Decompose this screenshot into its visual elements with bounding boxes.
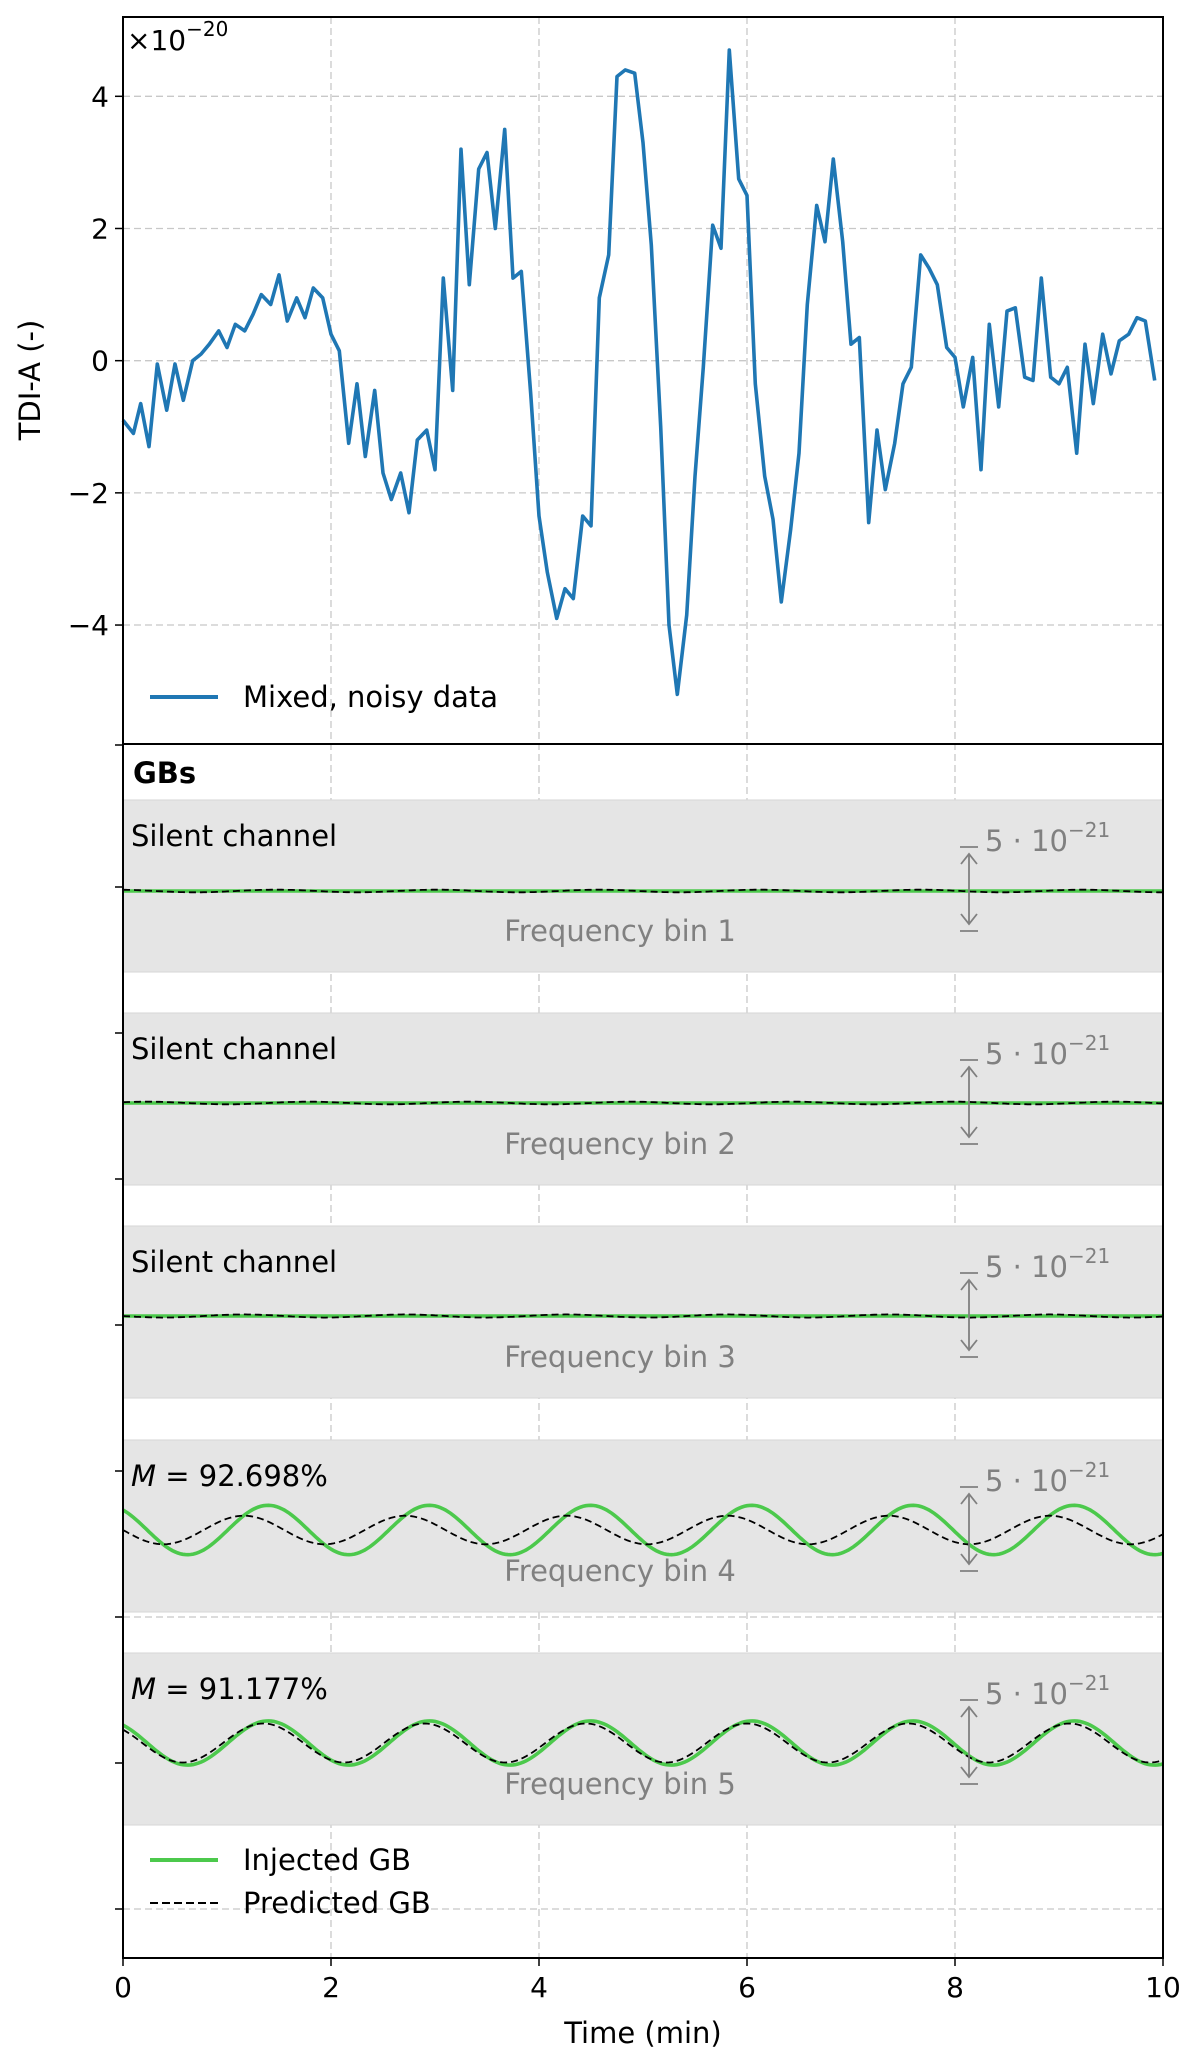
- series-lines: [121, 48, 1164, 1767]
- y-axis-label: TDI-A (-): [13, 320, 47, 442]
- scale-bar-arrow-head: [960, 1766, 978, 1779]
- silent-channel-annotation: Silent channel: [131, 1245, 337, 1279]
- frequency-bin-label: Frequency bin 5: [504, 1767, 736, 1801]
- legend-label-mixed: Mixed, noisy data: [243, 680, 498, 714]
- scale-bar-label: 5 · 10−21: [985, 818, 1110, 858]
- x-tick-label: 10: [1145, 1971, 1181, 2004]
- frequency-bin-label: Frequency bin 4: [504, 1554, 736, 1588]
- series-line-mixed-noisy-data: [121, 48, 1157, 697]
- scale-bar-arrow-head: [960, 1065, 978, 1078]
- scale-bar-arrow-head: [960, 852, 978, 865]
- frequency-bin-band-3: [122, 1225, 1164, 1399]
- legend-label-injected: Injected GB: [243, 1843, 411, 1877]
- scale-bar-arrow-head: [960, 1126, 978, 1139]
- x-tick-label: 4: [530, 1971, 548, 2004]
- series-line-injected-gb: [122, 1719, 1164, 1767]
- frequency-bin-label: Frequency bin 2: [504, 1127, 736, 1161]
- scale-bar-label: 5 · 10−21: [985, 1244, 1110, 1284]
- x-tick-label: 0: [114, 1971, 132, 2004]
- y-multiplier: ×10−20: [127, 17, 228, 57]
- frequency-bin-label: Frequency bin 1: [504, 914, 736, 948]
- y-tick-label: −4: [68, 609, 109, 642]
- match-annotation: M = 92.698%: [131, 1459, 328, 1493]
- frequency-bin-label: Frequency bin 3: [504, 1340, 736, 1374]
- top-axes-frame: [122, 16, 1164, 745]
- scale-bar-arrow-head: [960, 1339, 978, 1352]
- scale-bar-label: 5 · 10−21: [985, 1031, 1110, 1071]
- match-annotation: M = 91.177%: [131, 1672, 328, 1706]
- scale-bar-arrow-head: [960, 1278, 978, 1291]
- frequency-bin-bands: [122, 799, 1164, 1826]
- scale-bar-label: 5 · 10−21: [985, 1671, 1110, 1711]
- x-tick-label: 2: [322, 1971, 340, 2004]
- series-line-predicted-gb: [122, 1722, 1164, 1764]
- series-line-predicted-gb: [122, 1514, 1164, 1546]
- frequency-bin-band-1: [122, 799, 1164, 973]
- y-tick-label: −2: [68, 477, 109, 510]
- scale-bar-label: 5 · 10−21: [985, 1458, 1110, 1498]
- series-line-predicted-gb: [122, 1100, 1164, 1106]
- silent-channel-annotation: Silent channel: [131, 1032, 337, 1066]
- gbs-title: GBs: [133, 756, 196, 790]
- series-line-predicted-gb: [122, 1313, 1164, 1319]
- bottom-axes-frame: [122, 743, 1164, 1959]
- x-tick-label: 8: [946, 1971, 964, 2004]
- y-tick-label: 0: [91, 345, 109, 378]
- legend-label-predicted: Predicted GB: [243, 1886, 431, 1920]
- y-tick-label: 2: [91, 212, 109, 245]
- series-line-injected-gb: [122, 1503, 1164, 1557]
- x-axis-label: Time (min): [563, 2016, 722, 2050]
- scale-bar-arrow-head: [960, 913, 978, 926]
- x-tick-label: 6: [738, 1971, 756, 2004]
- series-line-predicted-gb: [123, 888, 1163, 894]
- frequency-bin-band-2: [122, 1012, 1164, 1186]
- frequency-bin-band-5: [122, 1652, 1164, 1826]
- silent-channel-annotation: Silent channel: [131, 819, 337, 853]
- scale-bar-arrow-head: [960, 1705, 978, 1718]
- scale-bar-arrow-head: [960, 1492, 978, 1505]
- scale-bar-arrow-head: [960, 1553, 978, 1566]
- axis-ticks: −4 −2 0 2 4 0 2 4 6 8 10 Frequency bin 1 Silent chan…: [68, 80, 1181, 2004]
- y-tick-label: 4: [91, 80, 109, 113]
